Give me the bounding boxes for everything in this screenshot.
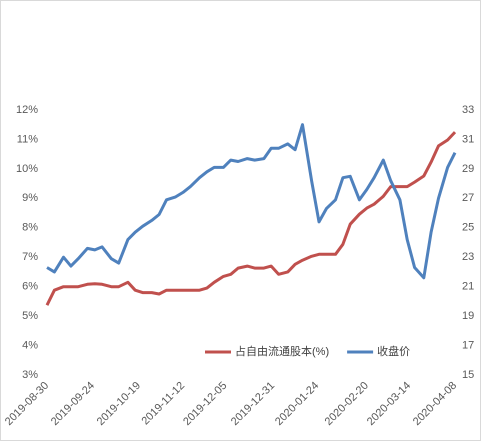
y2-tick-label: 27: [462, 192, 474, 204]
y-tick-label: 9%: [22, 192, 38, 204]
y2-tick-label: 23: [462, 251, 474, 263]
y-tick-label: 10%: [16, 163, 38, 175]
y-tick-label: 8%: [22, 222, 38, 234]
y2-tick-label: 17: [462, 339, 474, 351]
y2-tick-label: 15: [462, 369, 474, 381]
y-tick-label: 4%: [22, 339, 38, 351]
legend-label: 占自由流通股本(%): [235, 344, 329, 358]
y2-tick-label: 19: [462, 310, 474, 322]
y2-tick-label: 25: [462, 222, 474, 234]
y2-tick-label: 29: [462, 163, 474, 175]
series-line: [46, 123, 457, 280]
legend-label: 收盘价: [377, 344, 410, 358]
y-tick-label: 3%: [22, 369, 38, 381]
y2-tick-label: 21: [462, 281, 474, 293]
y2-tick-label: 33: [462, 104, 474, 116]
series-line: [45, 131, 457, 306]
y-tick-label: 6%: [22, 281, 38, 293]
y-tick-label: 11%: [17, 133, 38, 145]
y-tick-label: 7%: [22, 251, 38, 263]
y-tick-label: 12%: [16, 104, 38, 116]
y-tick-label: 5%: [22, 310, 38, 322]
y2-tick-label: 31: [462, 133, 474, 145]
